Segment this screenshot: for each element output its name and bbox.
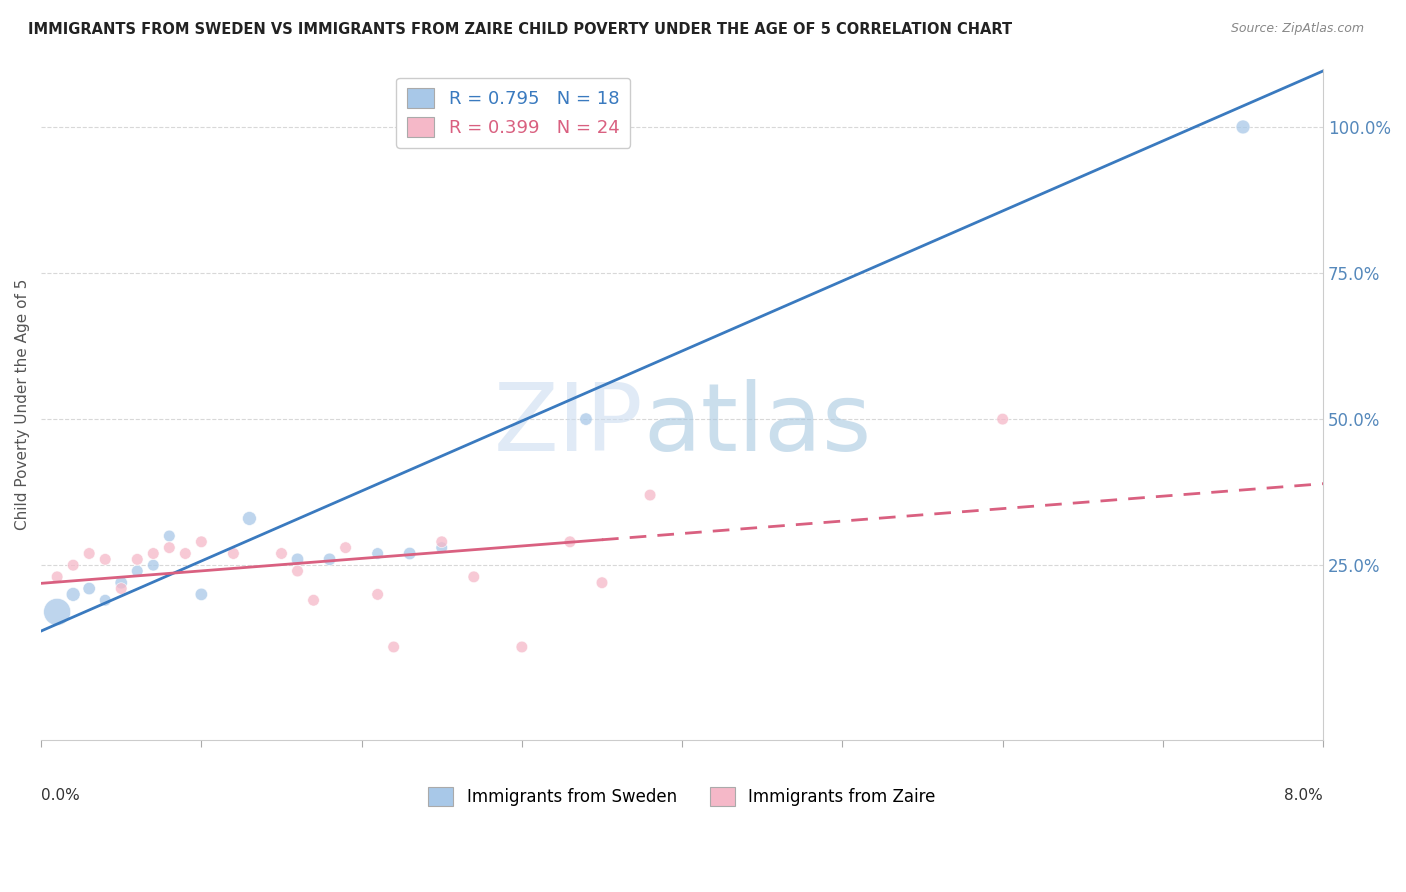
Point [463, 570, 485, 584]
Point [110, 582, 132, 596]
Point [382, 640, 405, 654]
Point [77, 582, 100, 596]
Point [335, 541, 357, 555]
Text: Source: ZipAtlas.com: Source: ZipAtlas.com [1230, 22, 1364, 36]
Point [367, 587, 389, 601]
Text: atlas: atlas [644, 379, 872, 471]
Point [127, 552, 149, 566]
Text: IMMIGRANTS FROM SWEDEN VS IMMIGRANTS FROM ZAIRE CHILD POVERTY UNDER THE AGE OF 5: IMMIGRANTS FROM SWEDEN VS IMMIGRANTS FRO… [28, 22, 1012, 37]
Point [638, 488, 661, 502]
Point [575, 412, 598, 426]
Point [430, 541, 453, 555]
Point [318, 552, 340, 566]
Point [270, 547, 292, 561]
Text: ZIP: ZIP [494, 379, 644, 471]
Point [142, 558, 165, 573]
Point [190, 587, 212, 601]
Point [430, 534, 453, 549]
Point [1232, 120, 1254, 134]
Point [142, 547, 165, 561]
Point [94, 552, 117, 566]
Point [174, 547, 197, 561]
Point [157, 541, 180, 555]
Text: 0.0%: 0.0% [41, 788, 80, 803]
Point [367, 547, 389, 561]
Point [94, 593, 117, 607]
Point [510, 640, 533, 654]
Point [591, 575, 613, 590]
Point [222, 547, 245, 561]
Point [157, 529, 180, 543]
Point [287, 552, 309, 566]
Point [62, 558, 84, 573]
Point [127, 564, 149, 578]
Point [46, 605, 69, 619]
Point [238, 511, 260, 525]
Point [62, 587, 84, 601]
Point [110, 575, 132, 590]
Point [77, 547, 100, 561]
Point [607, 120, 630, 134]
Point [302, 593, 325, 607]
Point [190, 534, 212, 549]
Point [398, 547, 420, 561]
Legend: Immigrants from Sweden, Immigrants from Zaire: Immigrants from Sweden, Immigrants from … [422, 780, 942, 813]
Point [287, 564, 309, 578]
Text: 8.0%: 8.0% [1285, 788, 1323, 803]
Point [558, 534, 581, 549]
Y-axis label: Child Poverty Under the Age of 5: Child Poverty Under the Age of 5 [15, 279, 30, 530]
Point [991, 412, 1014, 426]
Point [46, 570, 69, 584]
